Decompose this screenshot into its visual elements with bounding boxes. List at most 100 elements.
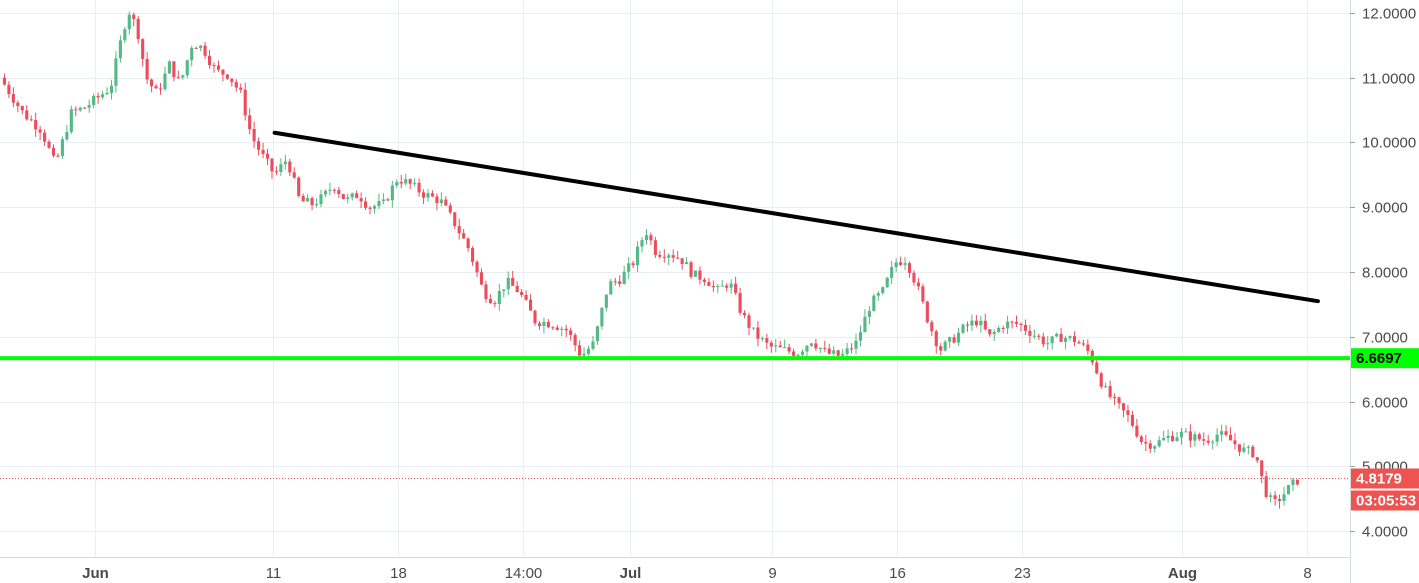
candle-body: [1295, 479, 1299, 485]
time-axis[interactable]: Jun 11 18 14:00 Jul 9 16 23 Aug 8: [82, 565, 1312, 582]
candle-body: [475, 261, 479, 273]
candle-body: [725, 285, 729, 288]
candle-body: [618, 281, 622, 284]
candle-body: [640, 240, 644, 247]
candle-body: [399, 182, 403, 184]
candle-body: [943, 341, 947, 351]
candle-body: [408, 179, 412, 184]
candle-body: [1193, 434, 1197, 441]
candle-body: [390, 185, 394, 201]
candle-body: [564, 328, 568, 331]
candle-body: [29, 119, 33, 121]
candle-body: [252, 129, 256, 142]
candle-body: [1130, 414, 1134, 426]
candle-body: [1153, 446, 1157, 449]
candle-body: [1291, 479, 1295, 486]
candle-body: [515, 285, 519, 293]
candle-body: [671, 255, 675, 258]
candle-body: [939, 346, 943, 351]
candle-body: [783, 347, 787, 349]
candle-body: [903, 263, 907, 265]
candle-body: [1277, 499, 1282, 501]
candle-body: [912, 272, 916, 283]
candle-body: [907, 263, 912, 273]
candle-body: [685, 262, 689, 265]
candle-body: [1197, 434, 1201, 440]
candle-body: [43, 132, 47, 142]
candle-body: [1046, 343, 1050, 345]
candle-body: [1215, 434, 1219, 442]
candle-body: [270, 158, 274, 172]
candle-body: [1055, 333, 1059, 337]
candle-body: [274, 171, 278, 173]
candle-body: [925, 301, 929, 323]
candle-body: [751, 327, 756, 329]
candle-body: [1086, 344, 1090, 351]
candle-body: [667, 255, 671, 258]
candle-body: [930, 322, 934, 332]
candle-body: [836, 350, 840, 356]
candle-body: [1117, 397, 1121, 404]
candle-body: [832, 350, 836, 354]
candle-body: [359, 198, 363, 202]
candle-body: [1095, 362, 1099, 374]
candle-body: [778, 345, 782, 348]
candle-body: [248, 115, 252, 130]
candle-body: [662, 256, 666, 258]
candle-body: [582, 353, 586, 356]
candle-body: [257, 141, 261, 150]
y-tick-label: 10.0000: [1362, 135, 1416, 152]
x-tick-label: 9: [768, 565, 776, 582]
candle-body: [292, 172, 296, 178]
candle-body: [760, 338, 764, 340]
candle-body: [283, 161, 287, 165]
candle-body: [74, 109, 78, 111]
candle-body: [430, 193, 435, 197]
candle-body: [301, 195, 305, 202]
candle-body: [199, 45, 203, 49]
candle-body: [457, 226, 461, 234]
x-tick-label: 23: [1014, 565, 1031, 582]
candle-body: [769, 342, 773, 347]
candle-body: [1224, 431, 1228, 435]
candle-body: [1237, 444, 1241, 452]
candle-body: [1099, 373, 1103, 387]
candle-body: [711, 285, 715, 287]
candle-body: [1170, 435, 1175, 441]
candle-body: [1233, 440, 1237, 445]
candle-body: [537, 323, 542, 327]
candle-body: [426, 193, 430, 198]
candle-body: [1251, 446, 1255, 458]
candle-body: [150, 79, 154, 87]
candle-body: [533, 310, 537, 324]
candle-body: [1028, 330, 1032, 336]
countdown-tag: [1351, 490, 1419, 511]
candle-body: [221, 69, 225, 75]
candle-body: [96, 95, 100, 98]
candle-body: [1010, 321, 1014, 323]
candle-body: [1179, 431, 1184, 438]
candle-body: [364, 201, 368, 208]
candle-body: [65, 132, 69, 140]
candle-body: [462, 233, 466, 239]
candle-body: [145, 58, 149, 80]
candle-body: [87, 105, 91, 108]
candle-body: [136, 18, 140, 40]
candle-body: [1126, 410, 1130, 415]
candle-body: [279, 164, 283, 172]
candle-body: [1286, 485, 1291, 495]
candle-body: [934, 331, 938, 347]
candle-body: [488, 299, 492, 304]
resistance-trendline[interactable]: [272, 130, 1320, 304]
y-tick-label: 6.0000: [1362, 395, 1408, 412]
candle-body: [1032, 335, 1036, 337]
candle-body: [952, 337, 956, 343]
candle-body: [176, 77, 180, 79]
candle-body: [109, 85, 114, 93]
candle-body: [698, 270, 702, 280]
candle-body: [38, 129, 42, 133]
candle-body: [609, 281, 613, 295]
